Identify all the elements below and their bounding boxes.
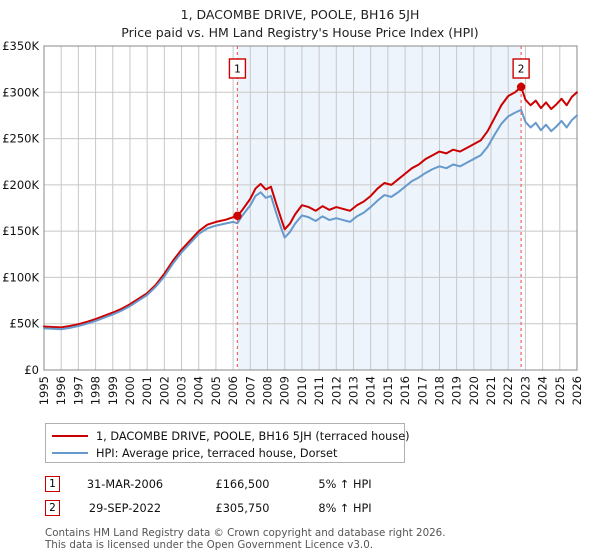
legend-swatch-hpi <box>52 452 88 454</box>
transaction-hpi-delta-2: 8% ↑ HPI <box>318 501 372 515</box>
marker-flag-2 <box>512 58 530 79</box>
x-axis-tick-label: 2012 <box>329 376 343 405</box>
y-axis-tick-label: £250K <box>2 132 39 146</box>
x-axis-tick-label: 2013 <box>346 376 360 405</box>
marker-dot-2 <box>516 82 526 92</box>
x-axis-tick-label: 2016 <box>398 376 412 405</box>
marker-flag-label-1: 1 <box>234 64 241 76</box>
x-axis-tick-label: 2010 <box>295 376 309 405</box>
x-axis-tick-label: 2007 <box>243 376 257 405</box>
x-axis-tick-label: 2021 <box>484 376 498 405</box>
x-axis-tick-label: 2001 <box>140 376 154 405</box>
x-axis-tick-label: 2017 <box>415 376 429 405</box>
chart-title-block: 1, DACOMBE DRIVE, POOLE, BH16 5JH Price … <box>0 6 600 42</box>
y-axis-tick-label: £300K <box>2 85 39 99</box>
transaction-badge-2: 2 <box>45 500 60 516</box>
transaction-price-1: £166,500 <box>215 477 270 491</box>
x-axis-tick-label: 1999 <box>106 376 120 405</box>
series-line-hpi <box>43 108 578 331</box>
y-axis-tick-label: £100K <box>2 270 39 284</box>
table-row: 2 29-SEP-2022 £305,750 8% ↑ HPI <box>45 496 465 520</box>
page-subtitle: Price paid vs. HM Land Registry's House … <box>121 25 479 40</box>
marker-flag-label-2: 2 <box>518 64 525 76</box>
x-axis-tick-label: 2019 <box>450 376 464 405</box>
transaction-date-1: 31-MAR-2006 <box>86 477 164 491</box>
x-axis-tick-label: 2024 <box>536 376 550 405</box>
legend-swatch-price-paid <box>52 435 88 437</box>
page-title: 1, DACOMBE DRIVE, POOLE, BH16 5JH <box>180 7 420 22</box>
series-line-price-paid <box>43 85 578 329</box>
legend-label-hpi: HPI: Average price, terraced house, Dors… <box>96 446 338 460</box>
transactions-table: 1 31-MAR-2006 £166,500 5% ↑ HPI 2 29-SEP… <box>45 472 465 520</box>
y-axis-tick-label: £150K <box>2 224 39 238</box>
legend-item-price-paid: 1, DACOMBE DRIVE, POOLE, BH16 5JH (terra… <box>52 428 410 444</box>
x-axis-tick-label: 2015 <box>381 376 395 405</box>
x-axis-tick-label: 2025 <box>553 376 567 405</box>
x-axis-tick-label: 2026 <box>570 376 584 405</box>
transaction-price-2: £305,750 <box>215 501 270 515</box>
y-axis-tick-label: £0 <box>24 363 39 377</box>
x-axis-tick-label: 2003 <box>175 376 189 405</box>
x-axis-tick-label: 2018 <box>432 376 446 405</box>
x-axis-tick-label: 1998 <box>89 376 103 405</box>
footer-line-copyright: Contains HM Land Registry data © Crown c… <box>45 527 446 539</box>
footer-line-licence: This data is licensed under the Open Gov… <box>45 539 374 551</box>
table-row: 1 31-MAR-2006 £166,500 5% ↑ HPI <box>45 472 465 496</box>
x-axis-tick-label: 2008 <box>261 376 275 405</box>
x-axis-tick-label: 2020 <box>467 376 481 405</box>
x-axis-tick-label: 1995 <box>37 376 51 405</box>
legend-label-price-paid: 1, DACOMBE DRIVE, POOLE, BH16 5JH (terra… <box>96 429 410 443</box>
x-axis-tick-label: 2002 <box>157 376 171 405</box>
legend-item-hpi: HPI: Average price, terraced house, Dors… <box>52 445 398 461</box>
x-axis-tick-label: 1996 <box>54 376 68 405</box>
x-axis-tick-label: 2011 <box>312 376 326 405</box>
y-axis-tick-label: £200K <box>2 178 39 192</box>
chart-plot-area: 1995 1996 1997 1998 1999 2000 2001 2002 2003 2004… <box>2 39 584 405</box>
y-axis-tick-label: £350K <box>2 39 39 53</box>
marker-flag-1 <box>228 58 247 79</box>
marker-dot-1 <box>233 211 242 221</box>
x-axis-tick-label: 2023 <box>518 376 532 405</box>
x-axis-tick-label: 2022 <box>501 376 515 405</box>
x-axis-tick-label: 2006 <box>226 376 240 405</box>
x-axis-tick-label: 2014 <box>364 376 378 405</box>
x-axis-tick-label: 2004 <box>192 376 206 405</box>
footer-attribution: Contains HM Land Registry data © Crown c… <box>45 527 575 551</box>
x-axis-tick-label: 2005 <box>209 376 223 405</box>
line-chart-svg: 1995 1996 1997 1998 1999 2000 2001 2002 2003 2004… <box>2 39 584 405</box>
x-axis-tick-label: 1997 <box>71 376 85 405</box>
y-axis-tick-label: £50K <box>10 317 40 331</box>
highlight-band <box>237 46 522 370</box>
x-axis-tick-label: 2009 <box>278 376 292 405</box>
transaction-date-2: 29-SEP-2022 <box>88 501 162 515</box>
chart-legend: 1, DACOMBE DRIVE, POOLE, BH16 5JH (terra… <box>45 423 410 463</box>
transaction-badge-1: 1 <box>45 476 60 492</box>
transaction-hpi-delta-1: 5% ↑ HPI <box>318 477 372 491</box>
x-axis-tick-label: 2000 <box>123 376 137 405</box>
